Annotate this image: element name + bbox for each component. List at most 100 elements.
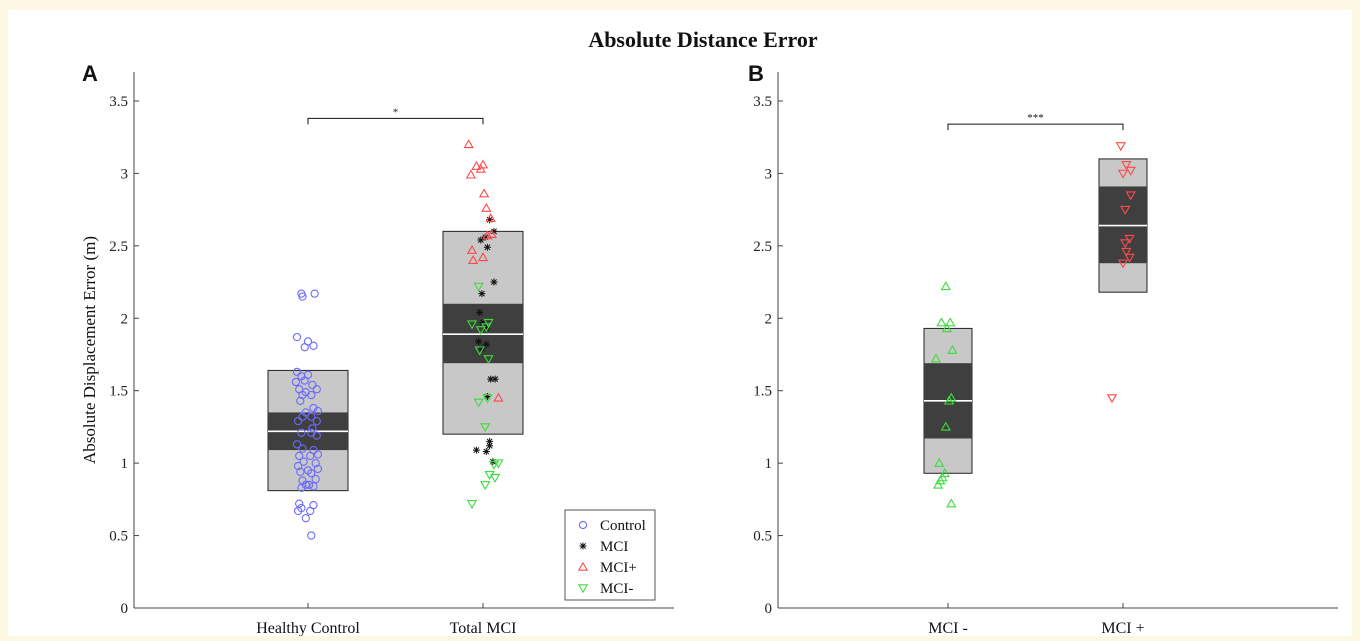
panel-b: 0 0.5 1 1.5 2 2.5 3 3.5 MCI - MCI + *** — [753, 72, 1338, 637]
point-mciplus — [485, 213, 496, 223]
point-mci — [490, 227, 498, 235]
point-control — [291, 377, 301, 387]
legend-label-control: Control — [600, 518, 646, 534]
y-tick-label: 3 — [121, 166, 129, 182]
legend-marker-mci — [579, 542, 587, 550]
point-control — [298, 390, 307, 400]
point-mci — [481, 233, 489, 241]
point-control — [297, 428, 306, 437]
point-control — [307, 390, 316, 400]
figure-panel-area: Absolute Distance Error A B Absolute Dis… — [8, 10, 1352, 637]
y-tick-label: 1 — [765, 456, 773, 472]
point-mciplus — [467, 255, 479, 265]
legend-marker-control — [578, 520, 588, 530]
x-category-label-healthy-control: Healthy Control — [256, 620, 360, 636]
point-mciminus — [489, 473, 501, 483]
point-mciplus — [1121, 161, 1132, 171]
point-mci — [476, 308, 484, 316]
point-control — [311, 458, 320, 468]
point-control — [301, 480, 310, 490]
x-category-label-mci-minus: MCI - — [928, 620, 968, 636]
point-mciplus — [465, 169, 477, 179]
point-control — [300, 343, 309, 352]
point-mciplus — [493, 392, 504, 402]
point-control — [312, 416, 321, 426]
point-mci — [490, 278, 498, 286]
y-tick-label: 3.5 — [753, 94, 772, 110]
point-mciminus — [934, 457, 945, 467]
point-mciminus — [480, 423, 491, 433]
point-mciminus — [940, 281, 951, 291]
panel-b-letter: B — [748, 61, 764, 86]
point-mciplus — [478, 188, 490, 198]
point-control — [307, 469, 316, 478]
significance-label: * — [393, 106, 399, 118]
x-category-label-mci-plus: MCI + — [1101, 620, 1144, 636]
point-control — [292, 440, 302, 449]
point-control — [292, 332, 302, 342]
legend: Control MCI MCI+ MCI- — [564, 509, 656, 601]
point-mci — [487, 375, 495, 383]
point-mci — [479, 319, 487, 327]
panel-a: 0 0.5 1 1.5 2 2.5 3 3.5 Healthy Control Total MCI… — [109, 72, 674, 637]
point-control — [309, 341, 318, 350]
point-mciplus — [466, 244, 478, 254]
point-mci — [478, 290, 486, 298]
point-mciplus — [1117, 259, 1129, 269]
point-mciminus — [483, 355, 494, 365]
point-control — [309, 403, 318, 413]
point-mciminus — [473, 282, 484, 292]
point-control — [306, 451, 315, 461]
point-control — [313, 464, 323, 474]
point-control — [310, 289, 319, 298]
point-mci — [483, 243, 491, 251]
point-mci — [483, 392, 491, 400]
panel-a-letter: A — [82, 61, 98, 86]
point-mci — [475, 337, 483, 345]
legend-label-mci-minus: MCI- — [600, 581, 633, 597]
point-control — [309, 482, 318, 491]
point-mciplus — [1115, 142, 1126, 152]
point-mciminus — [466, 320, 478, 330]
point-mci — [486, 216, 494, 224]
point-control — [308, 424, 317, 433]
point-mciplus — [1117, 169, 1129, 179]
legend-marker-mciplus — [577, 561, 589, 571]
y-tick-label: 0 — [765, 601, 773, 617]
point-control — [308, 380, 317, 390]
point-mciplus — [486, 228, 497, 238]
point-control — [309, 500, 318, 510]
y-tick-label: 3 — [765, 166, 773, 182]
point-control — [307, 531, 316, 540]
point-control — [304, 480, 314, 490]
y-tick-label: 2 — [765, 311, 773, 327]
point-mciminus — [483, 318, 494, 328]
y-tick-label: 3.5 — [109, 94, 128, 110]
point-control — [311, 474, 320, 484]
point-mci — [486, 437, 494, 445]
point-mciminus — [946, 498, 957, 508]
y-tick-label: 2.5 — [109, 239, 128, 255]
point-control — [312, 385, 321, 394]
chart-svg: Absolute Distance Error A B Absolute Dis… — [80, 27, 1338, 637]
point-mciplus — [1125, 191, 1136, 201]
point-mci — [472, 446, 480, 454]
point-control — [293, 416, 303, 426]
point-mciminus — [932, 479, 944, 489]
y-tick-label: 0 — [121, 601, 129, 617]
point-control — [293, 506, 303, 516]
point-mciminus — [466, 499, 478, 510]
point-mciminus — [936, 317, 947, 327]
legend-marker-mciminus — [577, 584, 589, 594]
legend-label-mci: MCI — [600, 539, 628, 555]
point-mci — [478, 345, 486, 353]
point-mciminus — [941, 323, 953, 333]
point-mciplus — [481, 202, 492, 212]
point-mciminus — [482, 394, 493, 404]
point-mciminus — [940, 421, 951, 431]
point-mciminus — [480, 481, 491, 491]
point-mciminus — [947, 344, 958, 354]
point-control — [298, 412, 307, 421]
point-mciplus — [1124, 234, 1135, 244]
